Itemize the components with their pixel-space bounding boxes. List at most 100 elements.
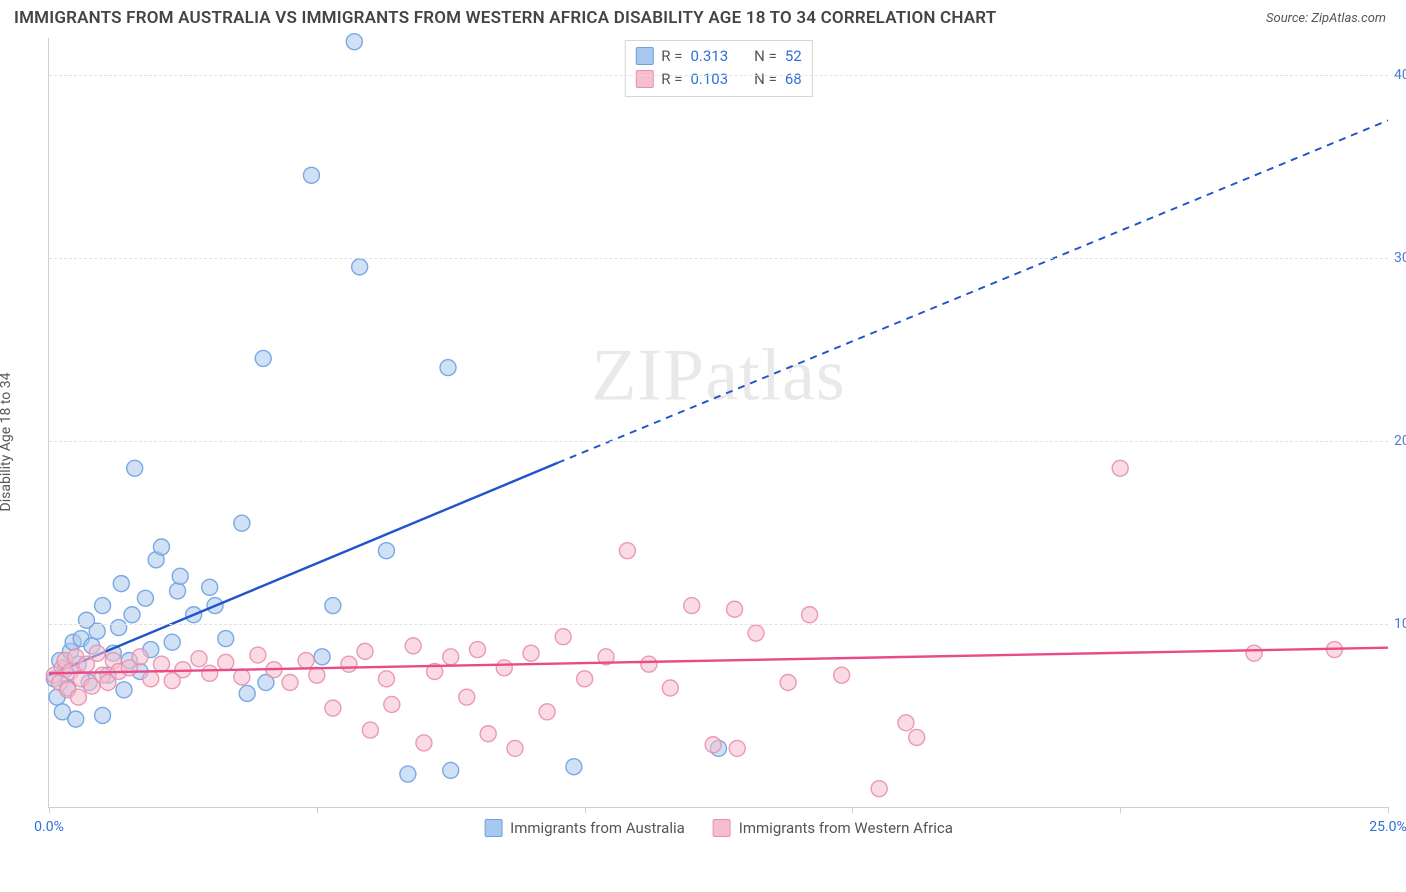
scatter-point xyxy=(314,649,330,665)
legend-item-australia: Immigrants from Australia xyxy=(484,819,685,837)
scatter-point xyxy=(111,620,127,636)
scatter-point xyxy=(440,360,456,376)
swatch-wafrica xyxy=(713,819,731,837)
scatter-point xyxy=(780,674,796,690)
scatter-point xyxy=(202,579,218,595)
scatter-point xyxy=(234,515,250,531)
scatter-point xyxy=(729,740,745,756)
chart-title: IMMIGRANTS FROM AUSTRALIA VS IMMIGRANTS … xyxy=(14,8,996,28)
legend-item-wafrica: Immigrants from Western Africa xyxy=(713,819,953,837)
y-tick-label: 40.0% xyxy=(1394,67,1406,83)
scatter-point xyxy=(384,696,400,712)
x-tick-label: 0.0% xyxy=(34,819,64,835)
scatter-svg xyxy=(49,38,1388,807)
swatch-australia xyxy=(484,819,502,837)
series-label-wafrica: Immigrants from Western Africa xyxy=(739,819,953,837)
scatter-point xyxy=(469,642,485,658)
scatter-point xyxy=(172,568,188,584)
scatter-point xyxy=(748,625,764,641)
scatter-point xyxy=(113,576,129,592)
gridline xyxy=(49,624,1388,625)
scatter-point xyxy=(95,598,111,614)
scatter-point xyxy=(871,781,887,797)
x-tick-mark xyxy=(49,807,50,813)
scatter-point xyxy=(341,656,357,672)
scatter-point xyxy=(124,607,140,623)
scatter-point xyxy=(443,649,459,665)
scatter-point xyxy=(362,722,378,738)
scatter-point xyxy=(443,762,459,778)
x-tick-label: 25.0% xyxy=(1369,819,1406,835)
scatter-point xyxy=(303,167,319,183)
gridline xyxy=(49,258,1388,259)
scatter-point xyxy=(234,669,250,685)
scatter-point xyxy=(218,654,234,670)
scatter-point xyxy=(357,643,373,659)
scatter-point xyxy=(480,726,496,742)
scatter-point xyxy=(202,665,218,681)
y-axis-label: Disability Age 18 to 34 xyxy=(0,373,14,512)
scatter-point xyxy=(143,671,159,687)
scatter-point xyxy=(250,647,266,663)
x-tick-mark xyxy=(585,807,586,813)
scatter-point xyxy=(68,711,84,727)
trend-line-extrapolated xyxy=(558,120,1388,462)
scatter-point xyxy=(116,682,132,698)
scatter-point xyxy=(95,707,111,723)
scatter-point xyxy=(132,649,148,665)
trend-line xyxy=(49,648,1388,674)
scatter-point xyxy=(218,631,234,647)
chart-container: Disability Age 18 to 34 ZIPatlas R = 0.3… xyxy=(0,32,1406,852)
series-label-australia: Immigrants from Australia xyxy=(510,819,685,837)
scatter-point xyxy=(459,689,475,705)
source-attribution: Source: ZipAtlas.com xyxy=(1266,11,1386,26)
scatter-point xyxy=(239,685,255,701)
x-tick-mark xyxy=(1388,807,1389,813)
y-tick-label: 30.0% xyxy=(1394,250,1406,266)
scatter-point xyxy=(909,729,925,745)
scatter-point xyxy=(170,583,186,599)
scatter-point xyxy=(378,543,394,559)
gridline xyxy=(49,441,1388,442)
scatter-point xyxy=(282,674,298,690)
series-legend: Immigrants from Australia Immigrants fro… xyxy=(484,819,953,837)
scatter-point xyxy=(566,759,582,775)
scatter-point xyxy=(539,704,555,720)
y-tick-label: 10.0% xyxy=(1394,616,1406,632)
scatter-point xyxy=(255,350,271,366)
scatter-point xyxy=(153,539,169,555)
scatter-point xyxy=(641,656,657,672)
scatter-point xyxy=(834,667,850,683)
scatter-point xyxy=(89,645,105,661)
scatter-point xyxy=(802,607,818,623)
scatter-point xyxy=(416,735,432,751)
scatter-point xyxy=(346,34,362,50)
scatter-point xyxy=(153,656,169,672)
x-tick-mark xyxy=(1120,807,1121,813)
scatter-point xyxy=(705,737,721,753)
scatter-point xyxy=(191,651,207,667)
scatter-point xyxy=(523,645,539,661)
scatter-point xyxy=(619,543,635,559)
scatter-point xyxy=(127,460,143,476)
scatter-point xyxy=(70,689,86,705)
scatter-point xyxy=(684,598,700,614)
scatter-point xyxy=(325,700,341,716)
scatter-point xyxy=(137,590,153,606)
scatter-point xyxy=(555,629,571,645)
scatter-point xyxy=(325,598,341,614)
scatter-point xyxy=(577,671,593,687)
scatter-point xyxy=(309,667,325,683)
scatter-point xyxy=(400,766,416,782)
scatter-point xyxy=(1112,460,1128,476)
scatter-point xyxy=(1246,645,1262,661)
scatter-point xyxy=(164,634,180,650)
scatter-point xyxy=(507,740,523,756)
scatter-point xyxy=(378,671,394,687)
scatter-point xyxy=(898,715,914,731)
scatter-point xyxy=(662,680,678,696)
gridline xyxy=(49,75,1388,76)
y-tick-label: 20.0% xyxy=(1394,433,1406,449)
scatter-point xyxy=(405,638,421,654)
scatter-point xyxy=(496,660,512,676)
